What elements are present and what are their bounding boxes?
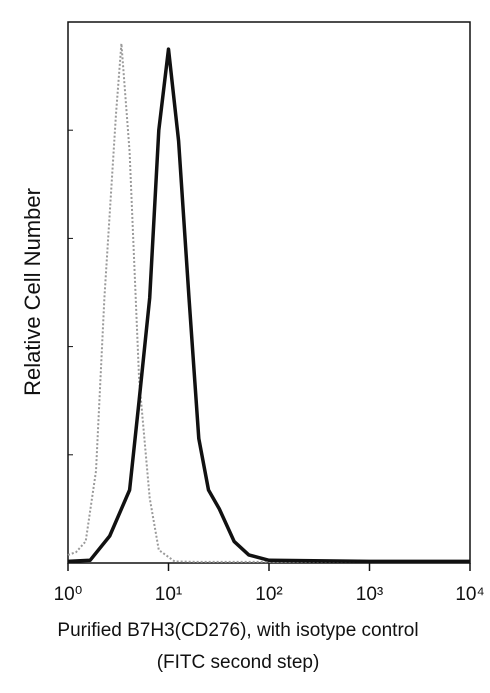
x-axis-label: Purified B7H3(CD276), with isotype contr… [57,620,418,641]
histogram-line [67,42,470,563]
x-axis-label: (FITC second step) [157,652,320,673]
histogram-line [67,47,470,564]
x-tick-label: 10¹ [155,584,182,605]
x-tick-label: 10² [255,584,282,605]
x-tick-label: 10⁰ [54,584,83,605]
y-axis-label: Relative Cell Number [20,188,45,396]
x-tick-label: 10⁴ [455,584,484,605]
x-tick-label: 10³ [356,584,383,605]
plot-frame [67,21,471,564]
